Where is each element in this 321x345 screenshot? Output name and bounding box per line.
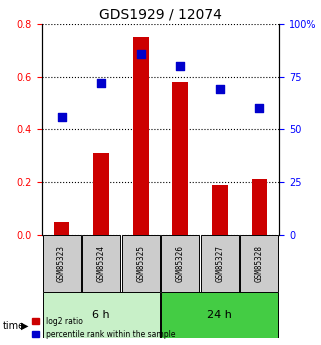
FancyBboxPatch shape (42, 235, 81, 292)
FancyBboxPatch shape (82, 235, 120, 292)
Text: GSM85327: GSM85327 (215, 245, 224, 282)
Text: GSM85328: GSM85328 (255, 245, 264, 282)
Point (59, 114, 64, 120)
Point (178, 63, 183, 69)
Bar (93, 153, 109, 235)
Bar (252, 179, 267, 235)
FancyBboxPatch shape (161, 292, 279, 338)
FancyBboxPatch shape (201, 235, 239, 292)
Bar (54, 221, 69, 235)
FancyBboxPatch shape (42, 292, 160, 338)
Bar (133, 37, 149, 235)
FancyBboxPatch shape (122, 235, 160, 292)
Bar (212, 185, 228, 235)
Text: 24 h: 24 h (207, 310, 232, 320)
Title: GDS1929 / 12074: GDS1929 / 12074 (99, 8, 222, 22)
Point (257, 106, 262, 111)
Text: time: time (3, 321, 25, 331)
Point (138, 51, 143, 56)
Legend: log2 ratio, percentile rank within the sample: log2 ratio, percentile rank within the s… (30, 315, 177, 341)
Text: GSM85324: GSM85324 (97, 245, 106, 282)
Point (217, 87, 222, 92)
Bar (172, 82, 188, 235)
Text: GSM85323: GSM85323 (57, 245, 66, 282)
FancyBboxPatch shape (240, 235, 279, 292)
FancyBboxPatch shape (161, 235, 199, 292)
Text: GSM85325: GSM85325 (136, 245, 145, 282)
Text: ▶: ▶ (21, 321, 28, 331)
Text: 6 h: 6 h (92, 310, 110, 320)
Point (99, 80, 104, 86)
Text: GSM85326: GSM85326 (176, 245, 185, 282)
